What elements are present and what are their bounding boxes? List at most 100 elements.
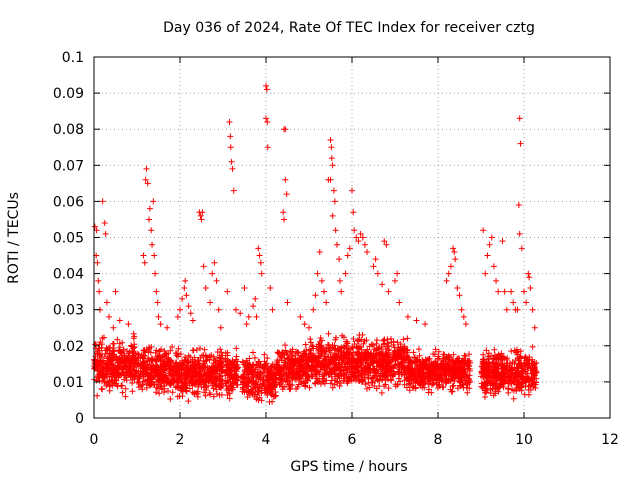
data-point	[146, 357, 153, 364]
data-point	[512, 357, 519, 364]
x-axis-label: GPS time / hours	[290, 459, 407, 475]
data-point	[254, 361, 261, 368]
data-point	[263, 86, 270, 93]
data-point	[392, 361, 399, 368]
data-point	[450, 245, 457, 252]
data-point	[244, 359, 251, 366]
data-point	[503, 306, 510, 313]
data-point	[213, 364, 220, 371]
data-point	[264, 118, 271, 125]
data-point	[264, 363, 271, 370]
data-point	[203, 371, 210, 378]
data-point	[342, 351, 349, 358]
data-point	[194, 390, 201, 397]
data-point	[343, 338, 350, 345]
y-tick-labels: 0 0.01 0.02 0.03 0.04 0.05 0.06 0.07 0.08 0.09 0.1	[53, 50, 84, 427]
data-point	[500, 377, 507, 384]
data-point	[175, 345, 182, 352]
data-point	[306, 350, 313, 357]
data-point	[114, 356, 121, 363]
data-point	[202, 392, 209, 399]
data-point	[283, 191, 290, 198]
data-point	[240, 381, 247, 388]
data-point	[480, 227, 487, 234]
data-point	[355, 238, 362, 245]
data-point	[372, 369, 379, 376]
data-point	[350, 209, 357, 216]
data-point	[382, 350, 389, 357]
data-point	[528, 375, 535, 382]
data-point	[447, 263, 454, 270]
data-point	[454, 365, 461, 372]
data-point	[244, 394, 251, 401]
y-tick-label: 0.02	[53, 339, 84, 355]
data-point	[158, 367, 165, 374]
data-point	[161, 389, 168, 396]
data-point	[264, 355, 271, 362]
data-point	[122, 393, 129, 400]
data-point	[312, 292, 319, 299]
data-point	[276, 381, 283, 388]
data-point	[515, 380, 522, 387]
data-point	[385, 349, 392, 356]
data-point	[186, 385, 193, 392]
data-point	[422, 362, 429, 369]
data-point	[411, 354, 418, 361]
data-point	[357, 230, 364, 237]
data-point	[261, 358, 268, 365]
data-point	[226, 390, 233, 397]
data-point	[499, 238, 506, 245]
data-point	[317, 335, 324, 342]
data-point	[139, 354, 146, 361]
data-point	[211, 379, 218, 386]
data-point	[518, 381, 525, 388]
data-point	[317, 352, 324, 359]
data-point	[94, 373, 101, 380]
data-point	[190, 347, 197, 354]
data-point	[421, 384, 428, 391]
data-point	[143, 165, 150, 172]
data-point	[175, 366, 182, 373]
data-point	[443, 372, 450, 379]
data-point	[181, 285, 188, 292]
data-point	[525, 374, 532, 381]
data-point	[174, 384, 181, 391]
data-point	[410, 349, 417, 356]
data-point	[456, 376, 463, 383]
data-point	[223, 366, 230, 373]
data-point	[420, 369, 427, 376]
data-point	[395, 369, 402, 376]
data-point	[120, 346, 127, 353]
data-point	[373, 337, 380, 344]
data-point	[140, 347, 147, 354]
data-point	[327, 358, 334, 365]
data-point	[252, 381, 259, 388]
data-point	[208, 364, 215, 371]
data-point	[419, 357, 426, 364]
data-point	[302, 382, 309, 389]
data-point	[130, 330, 137, 337]
data-point	[522, 369, 529, 376]
data-point	[462, 321, 469, 328]
data-point	[279, 372, 286, 379]
data-point	[531, 361, 538, 368]
data-point	[211, 369, 218, 376]
data-point	[106, 373, 113, 380]
data-point	[375, 370, 382, 377]
data-point	[127, 373, 134, 380]
data-point	[417, 373, 424, 380]
data-point	[381, 383, 388, 390]
data-point	[519, 377, 526, 384]
data-point	[101, 378, 108, 385]
data-point	[285, 373, 292, 380]
data-point	[107, 355, 114, 362]
data-point	[327, 380, 334, 387]
data-point	[131, 343, 138, 350]
data-point	[327, 176, 334, 183]
data-point	[279, 386, 286, 393]
data-point	[378, 389, 385, 396]
data-point	[187, 310, 194, 317]
data-point	[106, 313, 113, 320]
data-point	[517, 383, 524, 390]
data-point	[125, 355, 132, 362]
